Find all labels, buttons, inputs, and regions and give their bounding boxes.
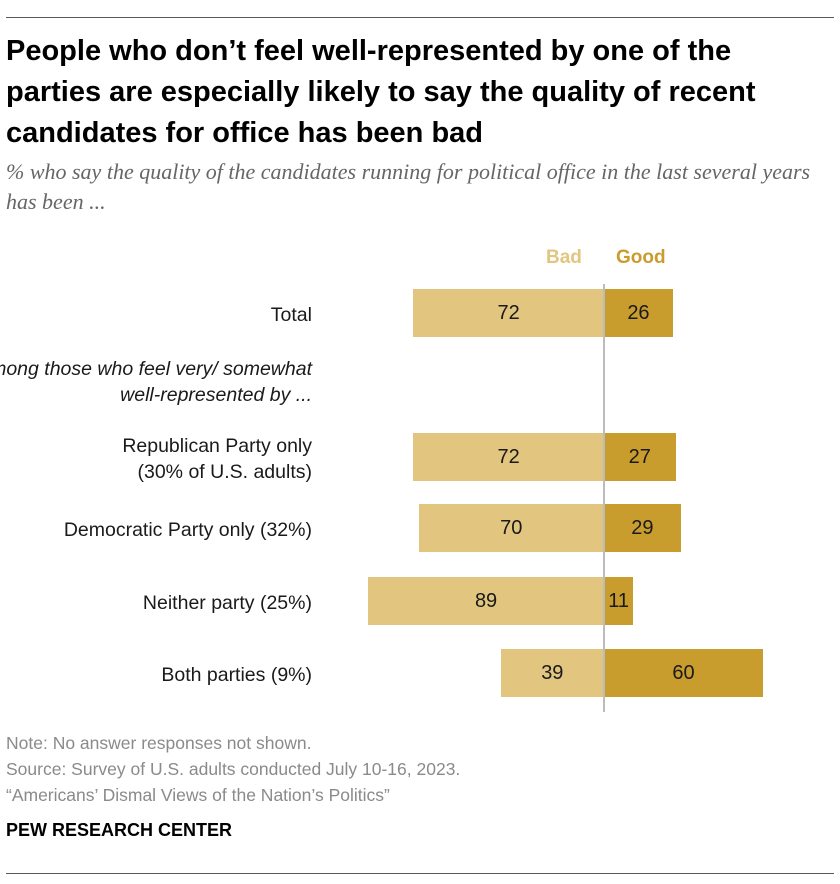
- legend-good: Good: [616, 247, 666, 268]
- bottom-rule: [6, 873, 834, 874]
- bar-bad-label: 89: [474, 590, 498, 612]
- bar-good-label: 60: [672, 662, 695, 684]
- bar-good-label: 26: [627, 302, 650, 324]
- bar-good-label: 29: [631, 517, 654, 539]
- bar-bad: [413, 289, 604, 337]
- bar-bad: [413, 433, 604, 481]
- category-label: Democratic Party only (32%): [63, 519, 312, 541]
- footer-source: Source: Survey of U.S. adults conducted …: [6, 759, 461, 779]
- bar-bad-label: 39: [541, 662, 564, 684]
- group-subheading: Among those who feel very/ somewhat well…: [0, 358, 312, 406]
- brand-label: PEW RESEARCH CENTER: [6, 820, 233, 840]
- zero-axis-line: [603, 284, 605, 712]
- chart-title: People who don’t feel well-represented b…: [6, 35, 756, 149]
- bar-bad-label: 72: [497, 302, 520, 324]
- bar-good: [604, 504, 681, 552]
- footer-report: “Americans’ Dismal Views of the Nation’s…: [6, 785, 390, 805]
- chart-subtitle: % who say the quality of the candidates …: [6, 159, 811, 214]
- category-label: Both parties (9%): [161, 664, 312, 686]
- bar-good-label: 11: [608, 590, 629, 612]
- bar-good-label: 27: [628, 446, 651, 468]
- bar-good: [604, 649, 763, 697]
- bar-bad-label: 72: [497, 446, 520, 468]
- category-label: Republican Party only (30% of U.S. adults…: [122, 435, 312, 483]
- bar-good: [604, 289, 673, 337]
- bar-bad: [368, 577, 604, 625]
- bar-good: [604, 433, 676, 481]
- category-label: Total: [270, 304, 312, 326]
- bar-bad-label: 70: [500, 517, 523, 539]
- legend-bad: Bad: [546, 247, 582, 268]
- bar-bad: [500, 649, 604, 697]
- category-label: Neither party (25%): [142, 592, 312, 614]
- bar-good: [604, 577, 634, 625]
- footer-note: Note: No answer responses not shown.: [6, 733, 312, 753]
- bar-bad: [418, 504, 604, 552]
- top-rule: [6, 17, 834, 18]
